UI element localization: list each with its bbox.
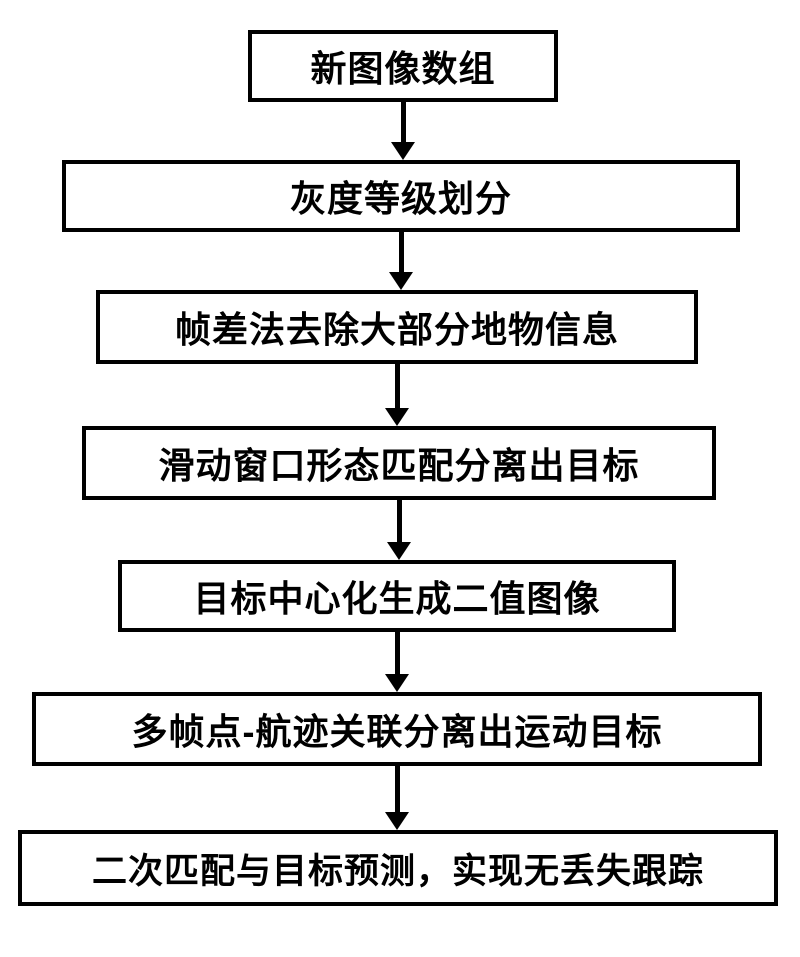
- flow-node-n7: 二次匹配与目标预测，实现无丢失跟踪: [18, 830, 778, 906]
- flow-node-label: 目标中心化生成二值图像: [193, 570, 600, 622]
- flow-edge: [401, 102, 406, 142]
- flow-node-n6: 多帧点-航迹关联分离出运动目标: [32, 692, 762, 766]
- flow-node-label: 滑动窗口形态匹配分离出目标: [158, 437, 639, 489]
- flow-node-label: 灰度等级划分: [290, 170, 512, 222]
- flow-node-label: 二次匹配与目标预测，实现无丢失跟踪: [92, 843, 704, 894]
- flow-node-n3: 帧差法去除大部分地物信息: [96, 290, 698, 364]
- arrow-down-icon: [385, 812, 409, 830]
- flow-edge: [395, 766, 400, 812]
- flow-edge: [397, 500, 402, 542]
- flow-node-n2: 灰度等级划分: [62, 160, 740, 232]
- flow-node-n1: 新图像数组: [248, 30, 558, 102]
- flow-edge: [395, 364, 400, 408]
- flow-node-n4: 滑动窗口形态匹配分离出目标: [82, 426, 716, 500]
- flow-node-label: 新图像数组: [310, 40, 495, 92]
- arrow-down-icon: [385, 408, 409, 426]
- flow-edge: [395, 632, 400, 674]
- arrow-down-icon: [387, 542, 411, 560]
- arrow-down-icon: [385, 674, 409, 692]
- flowchart-canvas: 新图像数组灰度等级划分帧差法去除大部分地物信息滑动窗口形态匹配分离出目标目标中心…: [0, 0, 800, 957]
- flow-node-label: 帧差法去除大部分地物信息: [175, 301, 619, 353]
- flow-node-n5: 目标中心化生成二值图像: [118, 560, 676, 632]
- flow-node-label: 多帧点-航迹关联分离出运动目标: [132, 703, 663, 755]
- flow-edge: [399, 232, 404, 272]
- arrow-down-icon: [391, 142, 415, 160]
- arrow-down-icon: [389, 272, 413, 290]
